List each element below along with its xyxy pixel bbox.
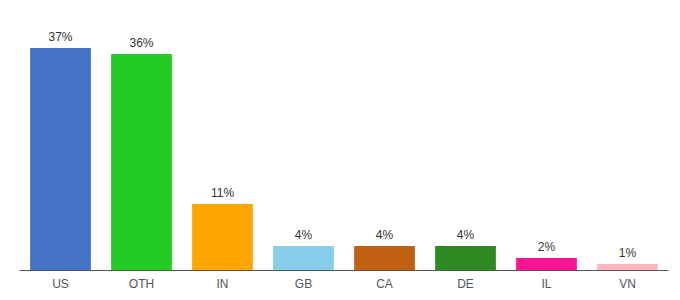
svg-text:IL: IL (541, 277, 551, 291)
svg-text:4%: 4% (376, 228, 394, 242)
svg-text:GB: GB (295, 277, 312, 291)
svg-text:1%: 1% (619, 246, 637, 260)
svg-text:2%: 2% (538, 240, 556, 254)
svg-text:US: US (52, 277, 69, 291)
svg-text:4%: 4% (295, 228, 313, 242)
svg-text:OTH: OTH (129, 277, 154, 291)
svg-text:36%: 36% (129, 36, 153, 50)
svg-text:DE: DE (457, 277, 474, 291)
svg-text:4%: 4% (457, 228, 475, 242)
svg-text:CA: CA (376, 277, 393, 291)
svg-text:37%: 37% (48, 30, 72, 44)
svg-text:IN: IN (217, 277, 229, 291)
svg-text:VN: VN (619, 277, 636, 291)
svg-text:11%: 11% (211, 186, 234, 200)
